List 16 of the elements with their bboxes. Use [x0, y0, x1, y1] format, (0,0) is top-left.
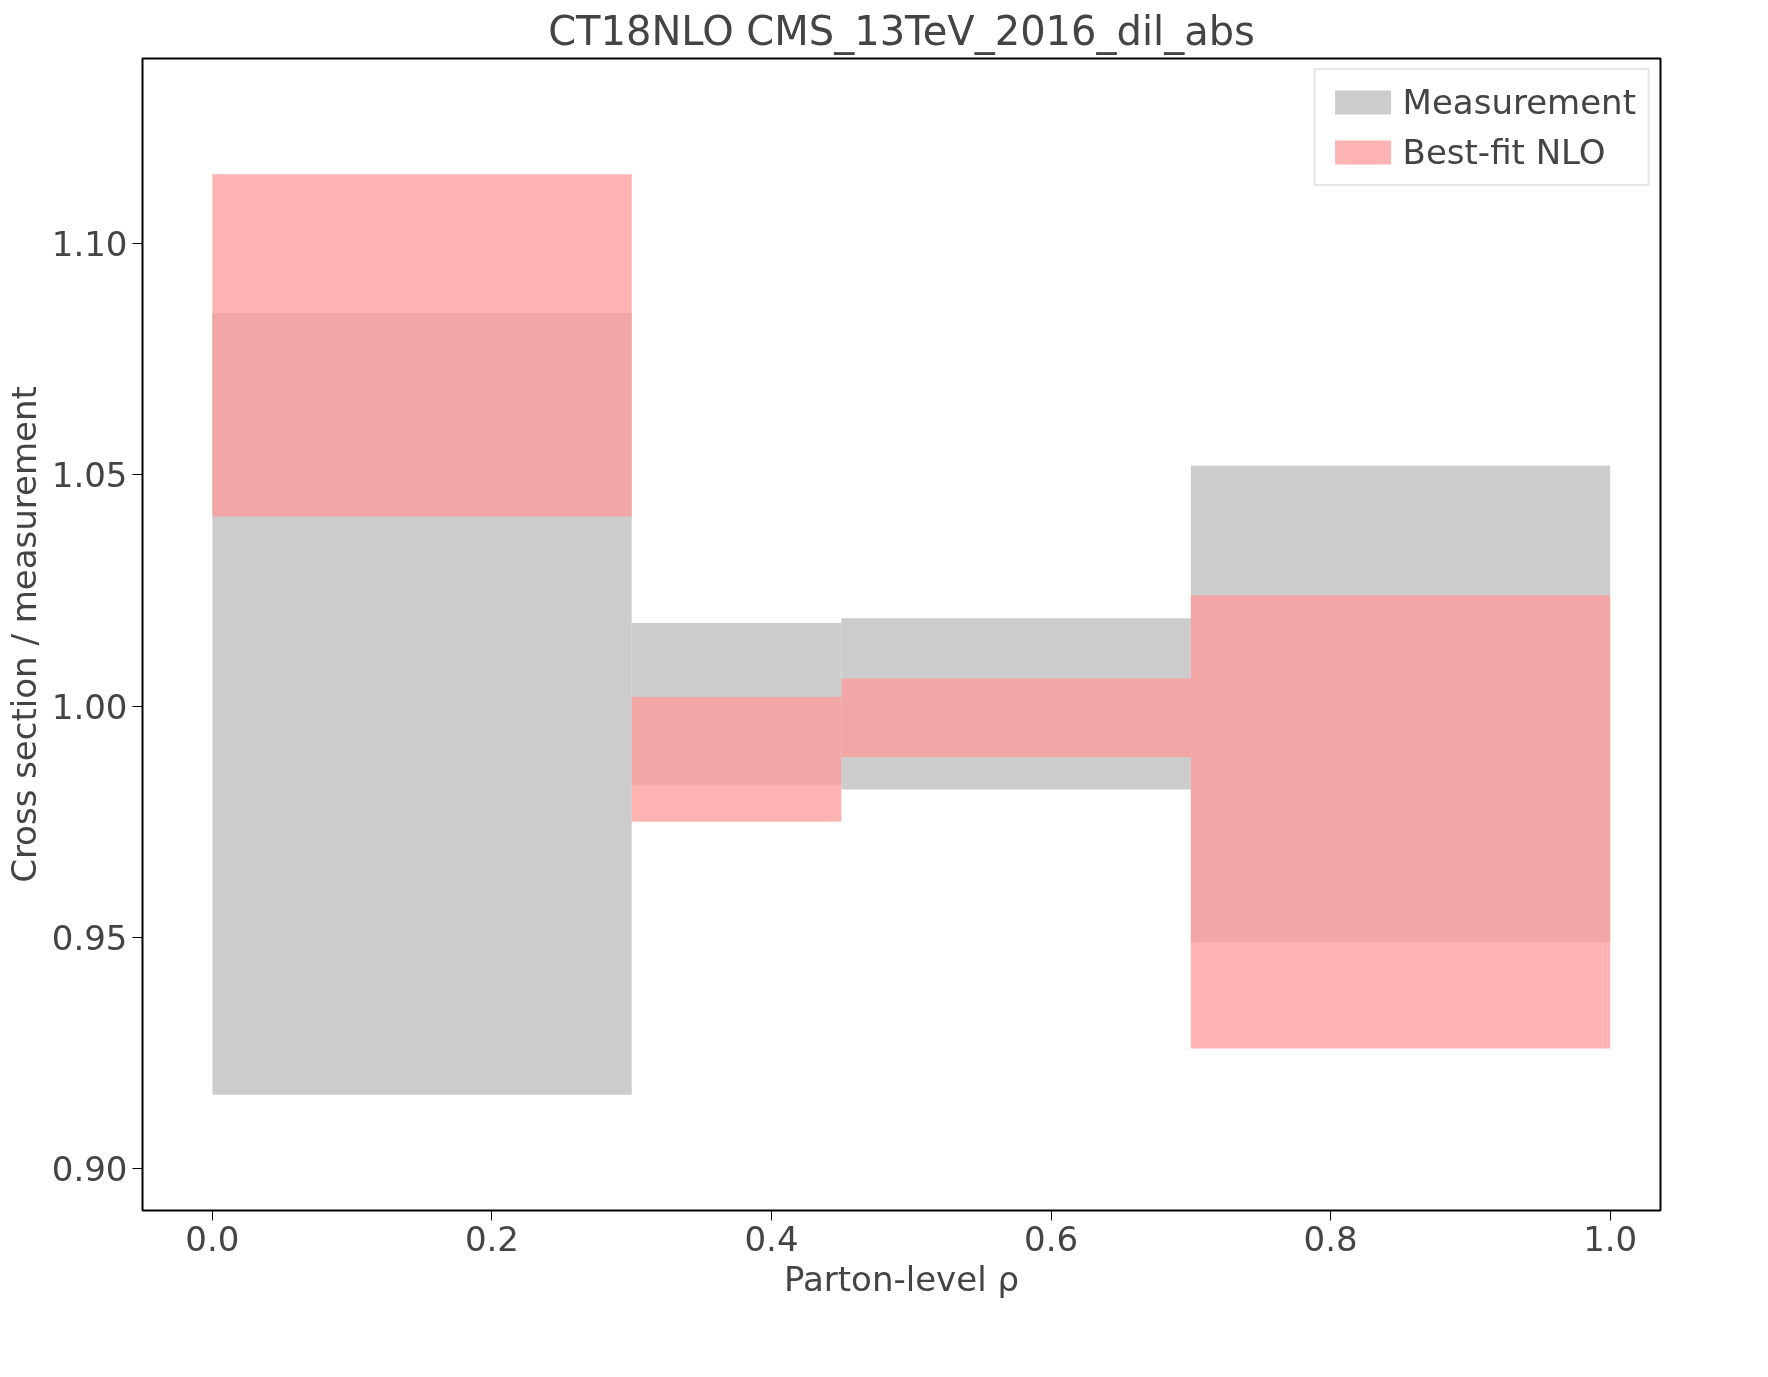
y-axis-title: Cross section / measurement	[3, 386, 44, 883]
x-tick-label: 0.6	[1024, 1218, 1079, 1259]
legend-label: Measurement	[1402, 82, 1636, 122]
y-tick-label: 0.90	[51, 1149, 128, 1190]
chart-title: CT18NLO CMS_13TeV_2016_dil_abs	[548, 7, 1255, 55]
x-tick-label: 0.0	[185, 1218, 240, 1259]
x-axis-title: Parton-level ρ	[784, 1258, 1019, 1299]
y-tick-label: 0.95	[51, 918, 128, 959]
x-tick-label: 0.2	[464, 1218, 519, 1259]
x-tick-label: 0.8	[1303, 1218, 1358, 1259]
y-tick-label: 1.00	[51, 686, 128, 727]
y-tick-label: 1.05	[51, 455, 128, 496]
legend-label: Best-fit NLO	[1402, 132, 1606, 172]
x-tick-label: 0.4	[744, 1218, 799, 1259]
y-tick-label: 1.10	[51, 224, 128, 265]
x-tick-label: 1.0	[1583, 1218, 1638, 1259]
